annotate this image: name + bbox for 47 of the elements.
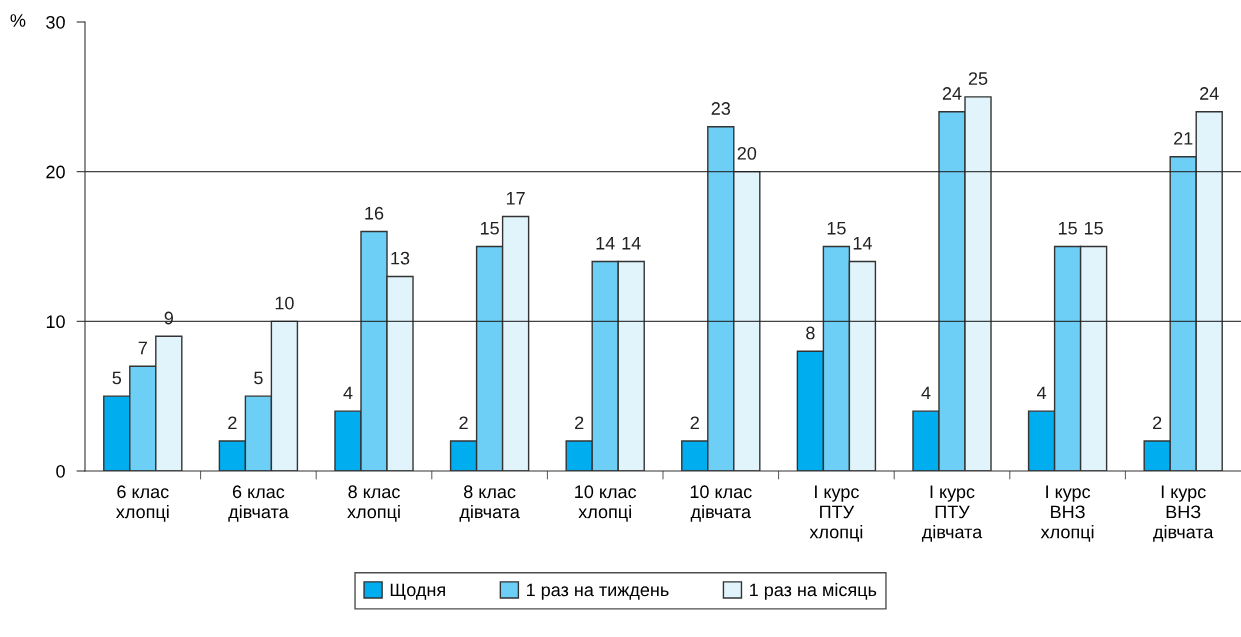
x-tick-label: І курс ПТУ дівчата bbox=[921, 485, 983, 542]
y-axis-title: % bbox=[10, 14, 26, 27]
data-label: 14 bbox=[853, 236, 872, 250]
y-tick-label: 20 bbox=[46, 165, 65, 179]
data-label: 24 bbox=[1200, 87, 1219, 100]
x-tick-label: І курс ПТУ хлопці bbox=[809, 485, 863, 542]
data-label: 10 bbox=[275, 296, 294, 310]
data-label: 2 bbox=[459, 416, 468, 429]
x-tick-label: 6 клас хлопці bbox=[116, 485, 169, 522]
data-label: 8 bbox=[806, 326, 815, 340]
data-label: 13 bbox=[391, 251, 410, 265]
legend-label: Щодня bbox=[390, 583, 445, 600]
data-label: 5 bbox=[254, 371, 263, 385]
y-tick-label: 10 bbox=[46, 315, 65, 329]
data-label: 2 bbox=[575, 416, 584, 429]
legend-label: 1 раз на тиждень bbox=[527, 583, 669, 600]
data-label: 2 bbox=[690, 416, 699, 429]
data-label: 14 bbox=[596, 236, 615, 250]
data-label: 15 bbox=[1084, 222, 1103, 235]
data-label: 15 bbox=[480, 222, 499, 235]
data-label: 4 bbox=[1036, 386, 1047, 400]
y-tick-label: 30 bbox=[46, 15, 65, 29]
data-label: 7 bbox=[138, 341, 147, 355]
data-label: 17 bbox=[506, 192, 525, 205]
data-label: 20 bbox=[737, 146, 757, 160]
data-label: 24 bbox=[942, 87, 962, 100]
x-tick-label: 10 клас хлопці bbox=[575, 485, 637, 522]
data-label: 4 bbox=[921, 386, 931, 400]
x-tick-label: І курс ВНЗ дівчата bbox=[1153, 485, 1214, 542]
y-tick-label: 0 bbox=[56, 464, 65, 478]
x-tick-label: І курс ВНЗ хлопці bbox=[1040, 485, 1094, 542]
data-label: 25 bbox=[968, 72, 988, 85]
data-label: 15 bbox=[827, 222, 846, 235]
data-label: 15 bbox=[1058, 222, 1077, 235]
data-label: 5 bbox=[112, 371, 122, 385]
data-label: 14 bbox=[622, 236, 641, 250]
data-label: 2 bbox=[228, 416, 237, 429]
data-label: 2 bbox=[1153, 416, 1162, 429]
x-tick-label: 10 клас дівчата bbox=[690, 485, 752, 522]
data-label: 21 bbox=[1174, 132, 1193, 145]
legend-label: 1 раз на місяць bbox=[750, 583, 877, 600]
x-tick-label: 6 клас дівчата bbox=[228, 485, 289, 522]
data-label: 23 bbox=[711, 102, 731, 115]
data-label: 16 bbox=[365, 206, 384, 220]
x-tick-label: 8 клас хлопці bbox=[347, 485, 400, 522]
x-tick-label: 8 клас дівчата bbox=[459, 485, 520, 522]
data-label: 4 bbox=[343, 386, 353, 400]
